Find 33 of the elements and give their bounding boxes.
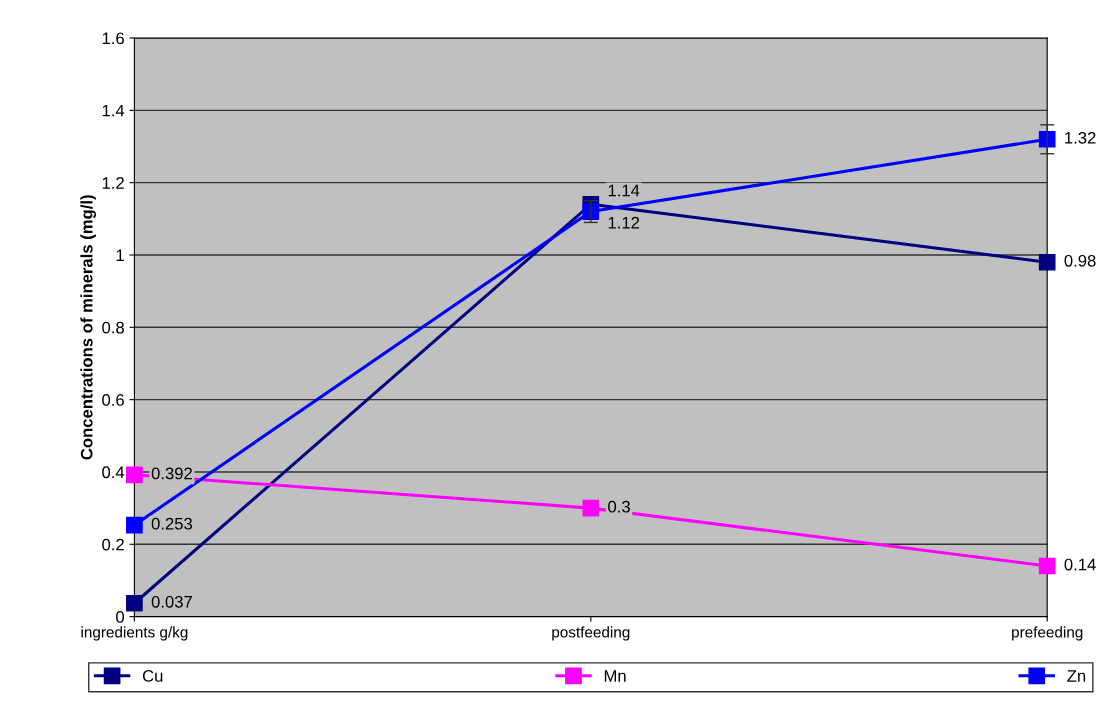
- data-label: 0.98: [1064, 254, 1096, 267]
- legend-label: Cu: [142, 670, 163, 682]
- point: [126, 466, 143, 484]
- point: [1038, 557, 1056, 575]
- y-tick-label: 0.6: [102, 394, 124, 406]
- point: [582, 203, 600, 220]
- x-tick-label: prefeeding: [1012, 626, 1083, 641]
- point: [1038, 130, 1056, 148]
- x-tick-label: ingredients g/kg: [81, 626, 188, 641]
- y-tick-label: 1.4: [102, 104, 125, 117]
- data-label: 1.12: [608, 216, 640, 229]
- y-tick-label: 1.6: [102, 32, 124, 45]
- y-tick-label: 0.8: [102, 321, 124, 334]
- data-label: 1.14: [608, 184, 640, 197]
- data-label: 0.037: [151, 595, 192, 608]
- y-tick-label: 1.2: [102, 177, 124, 189]
- point: [126, 594, 143, 612]
- point: [126, 516, 143, 534]
- legend-label: Zn: [1067, 670, 1086, 682]
- y-tick-label: 0: [116, 611, 125, 623]
- point: [1038, 253, 1056, 271]
- y-tick-label: 1: [116, 249, 124, 262]
- y-tick-label: 0.4: [102, 466, 125, 479]
- legend-label: Mn: [604, 670, 626, 682]
- data-label: 0.253: [151, 517, 193, 530]
- y-tick-label: 0.2: [102, 538, 124, 551]
- y-axis-title: Concentrations of minerals (mg/l): [80, 195, 96, 460]
- x-tick-label: postfeeding: [552, 626, 630, 641]
- data-label: 0.14: [1064, 558, 1096, 571]
- data-label: 1.32: [1065, 131, 1096, 144]
- data-label: 0.3: [608, 500, 630, 513]
- point: [582, 499, 600, 517]
- data-label: 0.392: [151, 467, 192, 480]
